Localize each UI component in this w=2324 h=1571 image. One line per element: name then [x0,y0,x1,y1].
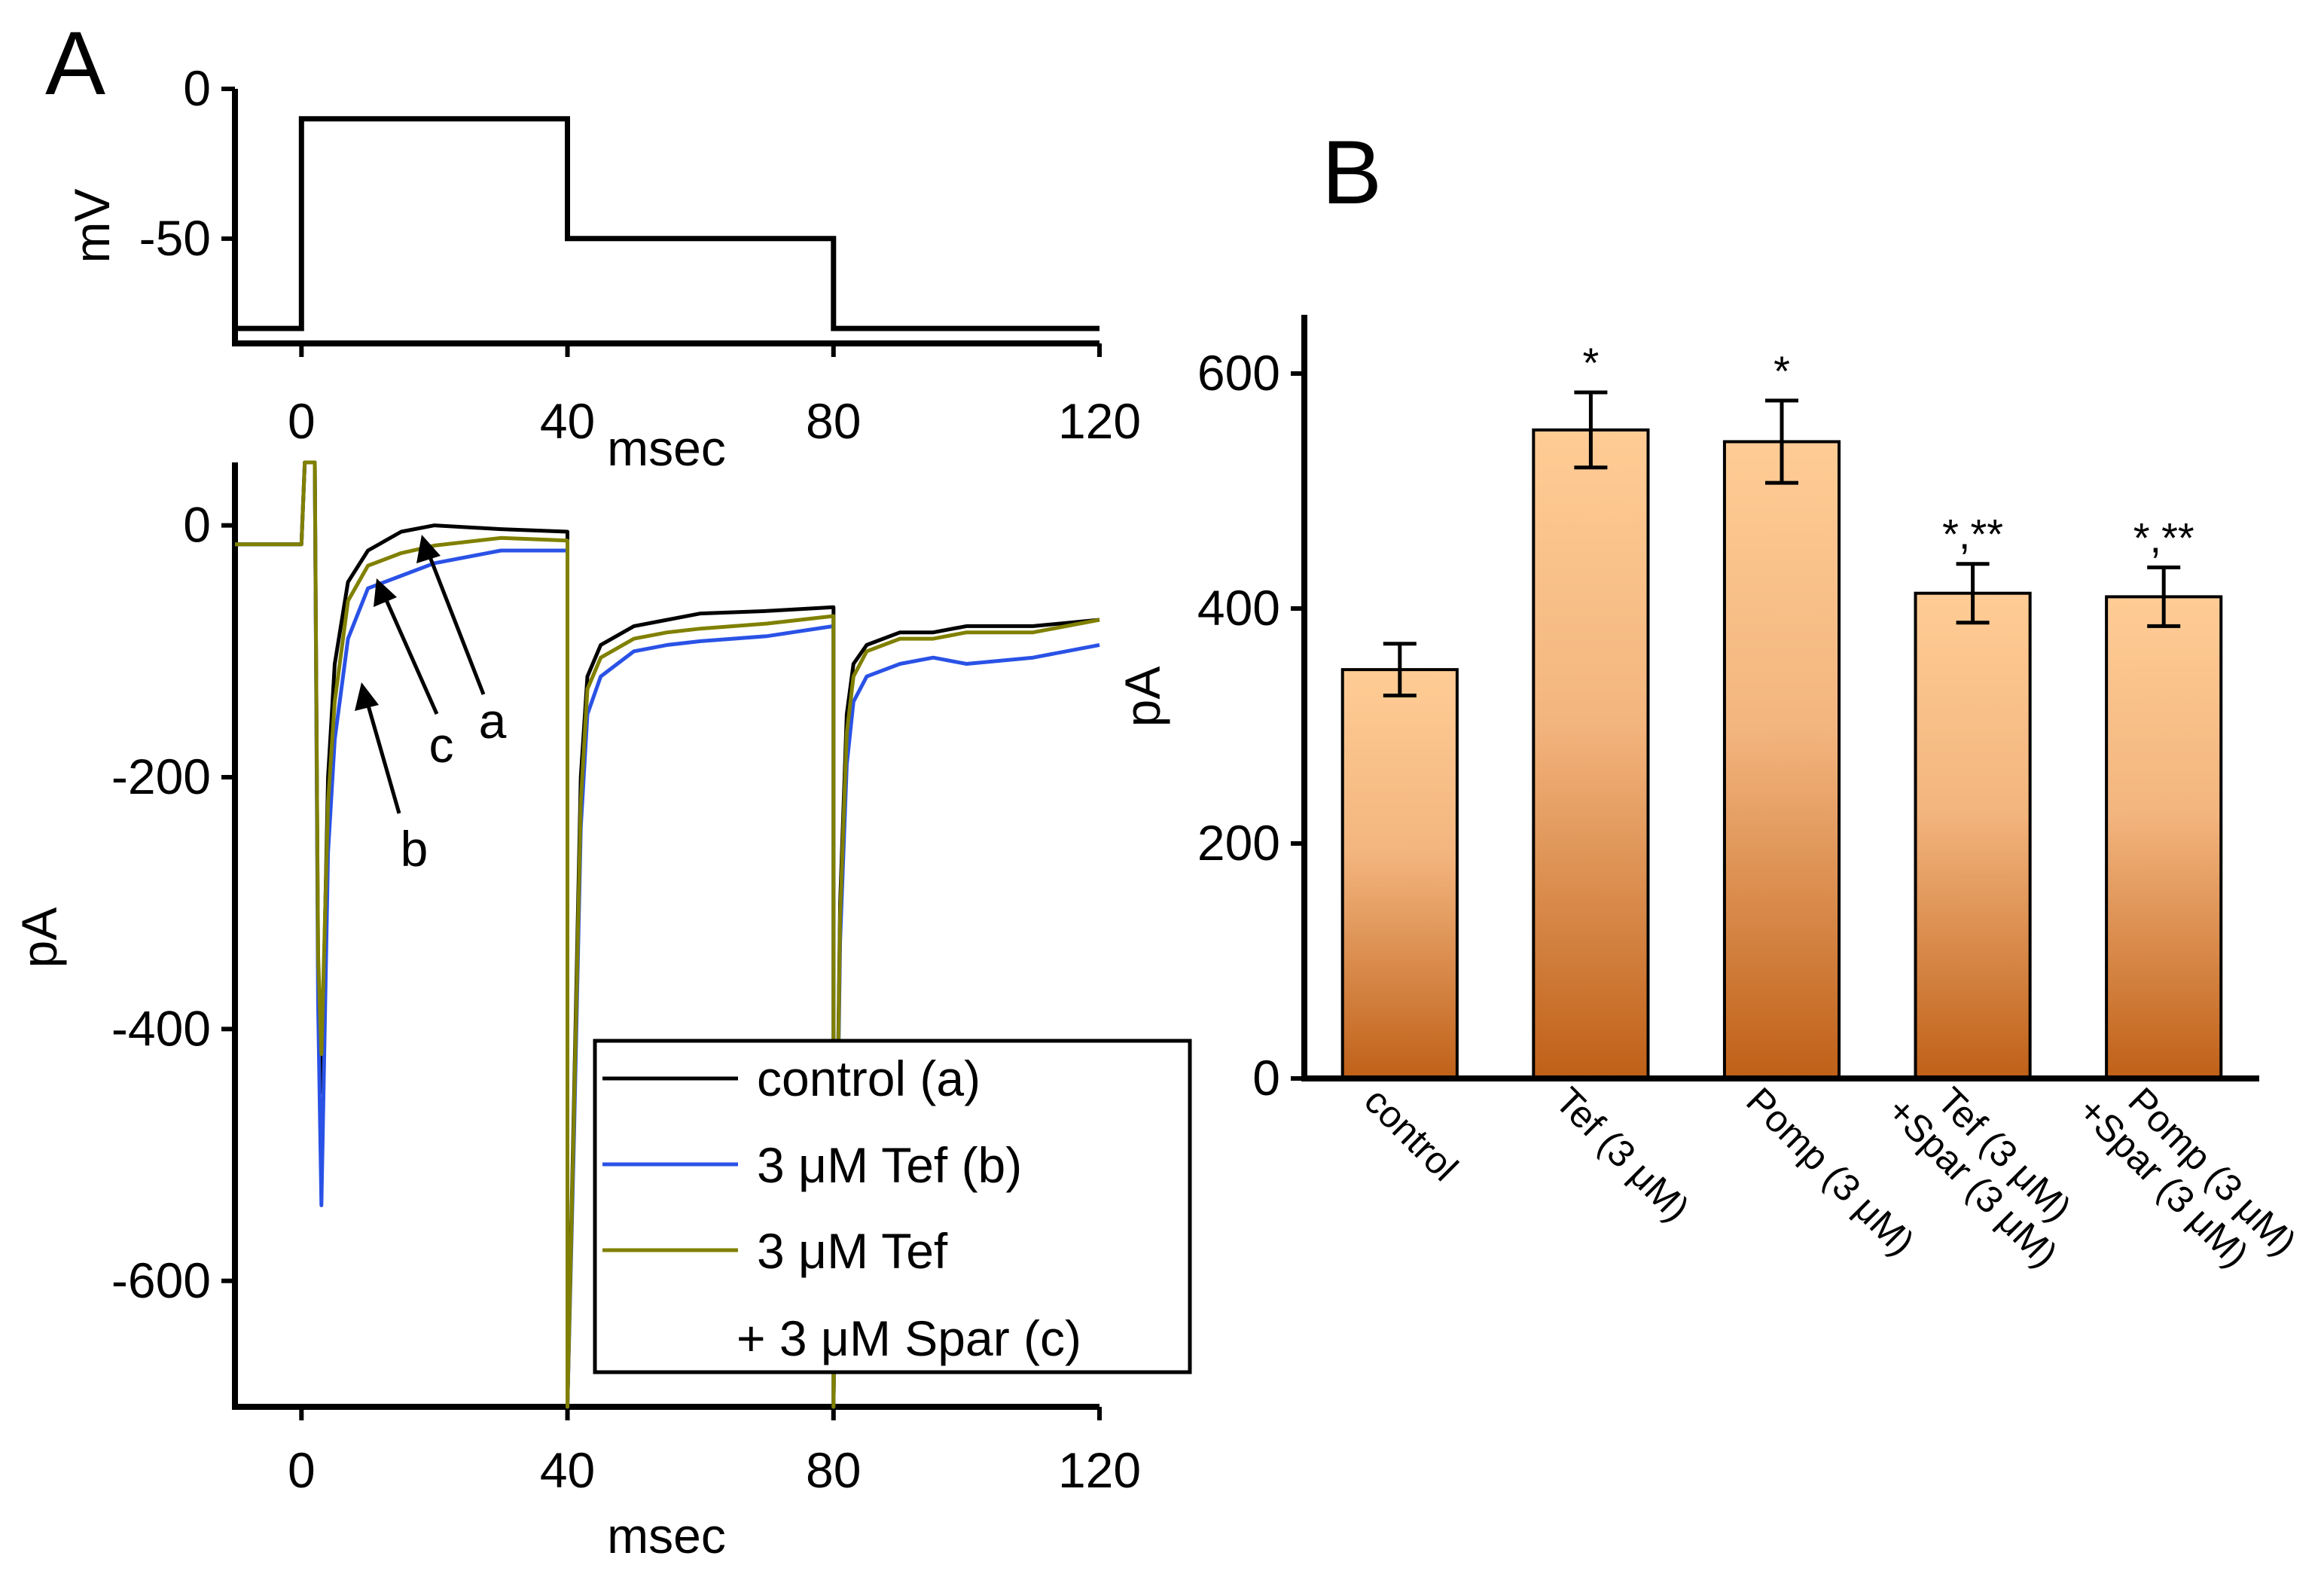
series-line-2 [235,460,1100,1409]
category-label: Pomp (3 μM)+Spar (3 μM) [2070,1059,2304,1293]
annotation-a: a [479,693,507,749]
protocol-trace [235,116,1099,331]
category-label: control [1356,1079,1466,1189]
protocol-ytick-label: -50 [139,210,211,266]
significance-label: *,** [2133,514,2194,561]
category-label: Tef (3 μM) [1548,1079,1697,1229]
current-series [235,460,1100,1409]
annotation-arrow-b: b [355,682,428,877]
panel-label-b: B [1322,122,1382,223]
bar-ytick-label: 600 [1197,345,1280,401]
annotation-arrow-c: c [374,578,454,773]
category-label-line: control [1356,1079,1466,1189]
category-label-line: Tef (3 μM) [1548,1079,1697,1229]
protocol-ticks: 0 40 80 120 0 -50 [139,60,1141,449]
annotation-c: c [429,717,454,773]
significance-label: *,** [1942,511,2003,558]
legend-entry-control: control (a) [757,1051,981,1106]
bar [1532,428,1650,1080]
protocol-xtick-label: 80 [806,393,861,449]
current-ytick-label: -400 [111,1000,211,1056]
bar-chart: * * *,** *,** 0 200 400 600 pA control Tef (3 μ… [1115,315,2304,1293]
protocol-xtick-label: 40 [540,393,595,449]
legend-entry-tef-spar-2: + 3 μM Spar (c) [737,1310,1081,1366]
protocol-ylabel: mV [64,189,120,264]
protocol-axes [232,89,1099,346]
bars: * * *,** *,** [1340,339,2223,1080]
panel-label-a: A [45,13,105,114]
current-xlabel: msec [607,1508,726,1563]
legend-entry-tef: 3 μM Tef (b) [757,1137,1022,1193]
protocol-xtick-label: 0 [288,393,316,449]
annotation-arrow-a: a [416,535,507,749]
bar-ytick-label: 400 [1197,580,1280,636]
current-xtick-label: 40 [540,1442,595,1498]
current-xtick-label: 80 [806,1442,861,1498]
significance-label: * [1583,339,1600,386]
protocol-xtick-label: 120 [1058,393,1141,449]
current-ytick-label: -200 [111,749,211,804]
protocol-ytick-label: 0 [183,60,211,116]
current-ytick-label: -600 [111,1252,211,1308]
current-ticks: 0 40 80 120 0 -200 -400 -600 [111,497,1141,1498]
current-xtick-label: 120 [1058,1442,1141,1498]
voltage-protocol-plot: 0 40 80 120 0 -50 mV msec [64,60,1141,476]
bar-ylabel: pA [1115,667,1170,728]
bar [1340,668,1459,1080]
current-xtick-label: 0 [288,1442,316,1498]
legend: control (a) 3 μM Tef (b) 3 μM Tef + 3 μM… [593,1039,1192,1374]
bar [2105,595,2223,1080]
bar-ytick-label: 200 [1197,815,1280,871]
current-traces-plot: 0 40 80 120 0 -200 -400 -600 pA msec a c b cont… [11,460,1192,1563]
legend-entry-tef-spar: 3 μM Tef [757,1223,948,1279]
bar-ytick-label: 0 [1252,1050,1280,1106]
annotation-b: b [401,821,429,877]
significance-label: * [1773,347,1790,395]
bar [1914,591,2032,1080]
bar-category-labels: control Tef (3 μM) Pomp (3 μM) Tef (3 μM)+S… [1356,1059,2304,1293]
current-ytick-label: 0 [183,497,211,553]
protocol-xlabel: msec [607,420,726,476]
bar-ticks: 0 200 400 600 [1197,345,1304,1106]
current-ylabel: pA [11,908,67,969]
bar [1722,440,1841,1080]
legend-box [593,1039,1192,1374]
